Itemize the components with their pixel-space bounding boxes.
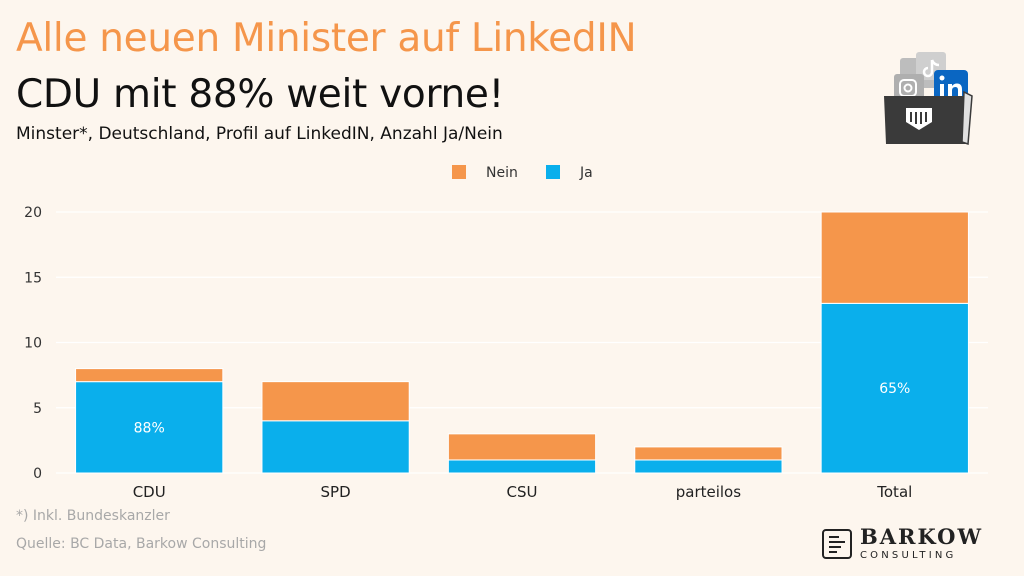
bar-nein [820,211,969,304]
legend-swatch [452,165,466,179]
bar-ja [447,459,597,474]
x-tick-label: Total [876,483,912,501]
tiktok-icon [922,59,940,78]
linkedin-icon [934,70,968,104]
barkow-logo-icon [906,108,932,130]
footnote: *) Inkl. Bundeskanzler [16,508,170,524]
legend-swatch [546,165,560,179]
bar-ja [75,381,224,474]
folder-social-media-icon [884,52,973,146]
legend-label: Ja [579,165,593,181]
barkow-consulting-logo: BARKOW CONSULTING [822,526,983,561]
barkow-mark-icon [822,528,852,559]
bar-nein [75,368,224,383]
data-label: 65% [879,381,910,397]
chart-description: Minster*, Deutschland, Profil auf Linked… [16,124,503,144]
chart-title: Alle neuen Minister auf LinkedIN [16,16,637,61]
brand-subtitle: CONSULTING [860,550,957,561]
x-tick-label: CDU [133,483,166,501]
y-tick-label: 0 [33,466,42,482]
bar-ja [261,420,410,474]
y-tick-label: 20 [24,205,42,221]
legend-label: Nein [486,165,518,181]
data-label: 88% [134,420,165,436]
chart-subtitle: CDU mit 88% weit vorne! [16,72,504,117]
bar-nein [447,433,597,461]
y-tick-label: 15 [24,270,42,286]
bar-ja [634,459,783,474]
x-tick-label: parteilos [676,483,742,501]
y-tick-label: 5 [33,401,42,417]
brand-name: BARKOW [860,524,984,549]
bar-nein [261,381,410,422]
y-tick-label: 10 [24,336,42,352]
x-tick-label: CSU [507,483,538,501]
source-note: Quelle: BC Data, Barkow Consulting [16,536,267,552]
bar-ja [820,302,969,474]
x-tick-label: SPD [321,483,351,501]
bar-nein [634,446,783,461]
